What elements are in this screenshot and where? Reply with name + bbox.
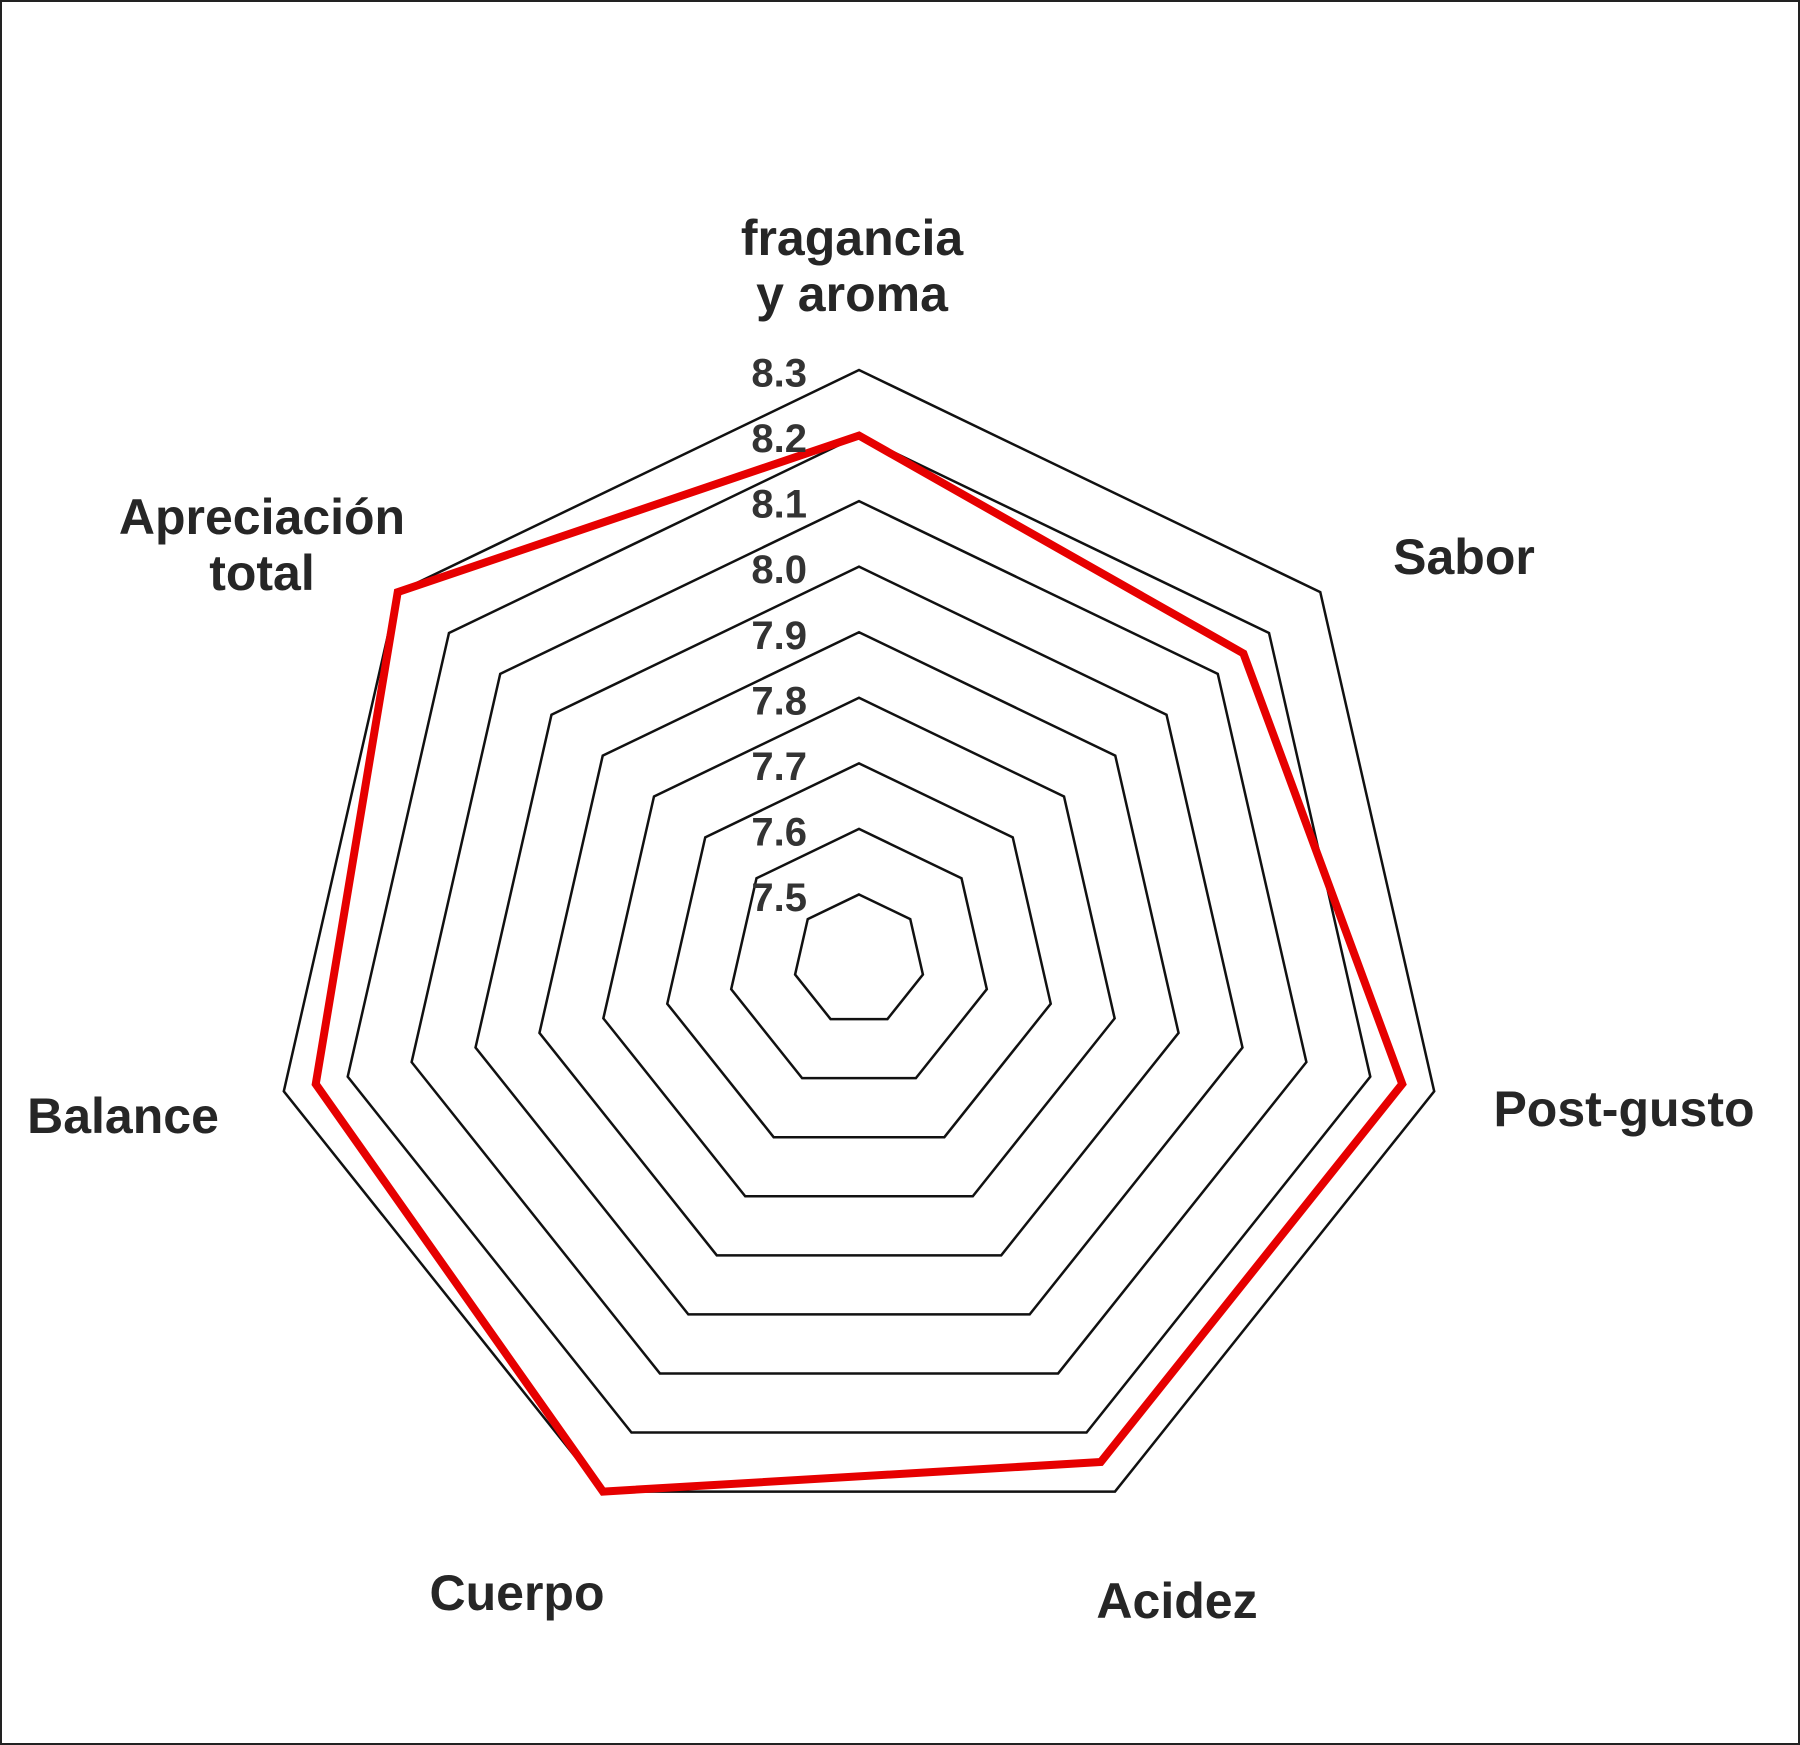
r-tick-label: 8.1 <box>751 483 807 527</box>
r-tick-label: 7.5 <box>751 876 807 920</box>
r-tick-label: 8.2 <box>751 417 807 461</box>
grid-ring <box>793 893 925 1021</box>
grid-ring <box>474 565 1244 1316</box>
r-tick-label: 7.7 <box>751 745 807 789</box>
category-label: Balance <box>27 1088 219 1144</box>
r-tick-label: 8.3 <box>751 352 807 396</box>
category-label: Acidez <box>1096 1573 1258 1629</box>
grid-ring <box>729 827 989 1080</box>
data-polygon <box>311 431 1407 1496</box>
grid-ring <box>665 761 1053 1139</box>
category-label: Apreciación total <box>118 489 406 601</box>
grid-ring <box>538 630 1180 1257</box>
grid-ring <box>410 499 1308 1375</box>
category-label: Cuerpo <box>429 1565 605 1621</box>
r-tick-label: 7.9 <box>751 614 807 658</box>
category-label: Sabor <box>1393 529 1535 585</box>
r-tick-label: 8.0 <box>751 548 807 592</box>
grid-ring <box>346 434 1372 1434</box>
grid-ring <box>601 696 1117 1198</box>
grid-ring <box>282 368 1436 1493</box>
r-tick-label: 7.6 <box>751 810 807 854</box>
category-label: Post-gusto <box>1493 1081 1755 1137</box>
r-tick-label: 7.8 <box>751 679 807 723</box>
category-label: fragancia y aroma <box>740 210 964 322</box>
